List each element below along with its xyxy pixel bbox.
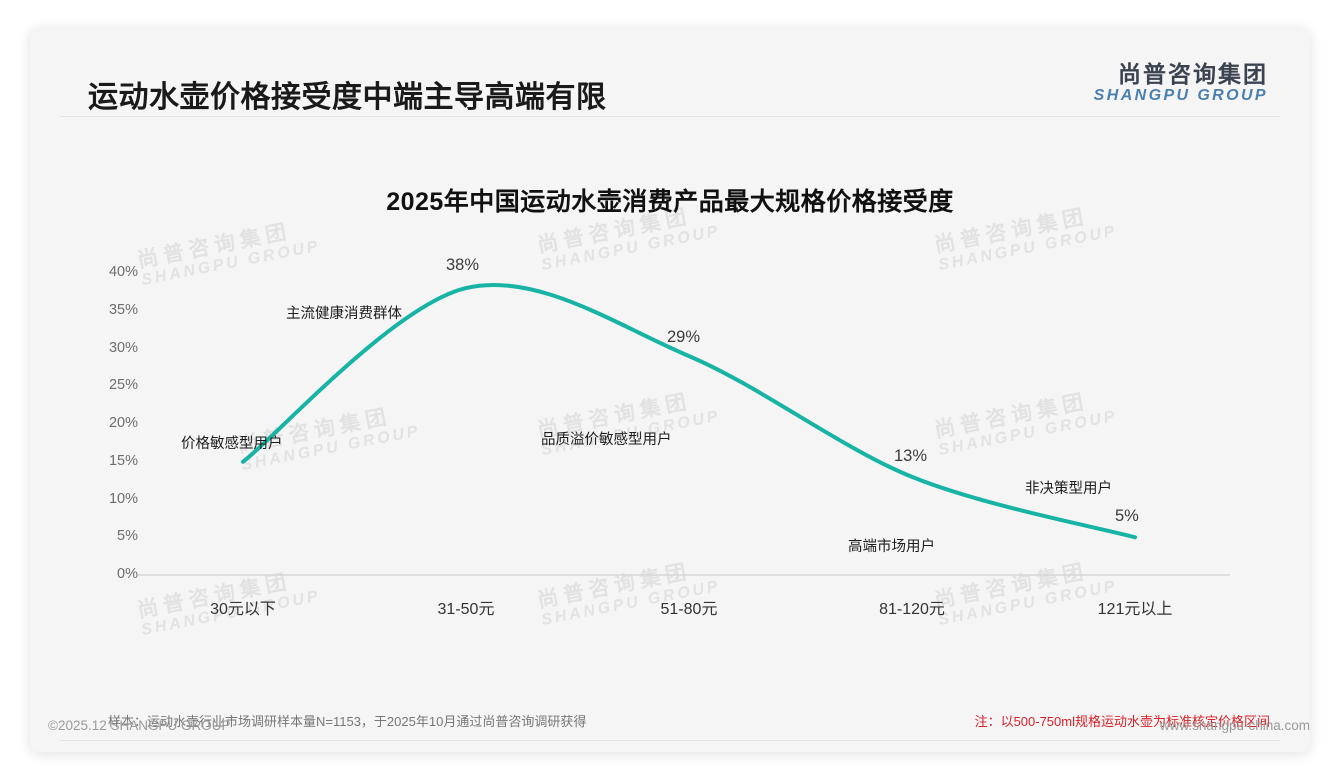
copyright-text: ©2025.12 SHANGPU GROUP <box>48 718 231 733</box>
brand-name-en: SHANGPU GROUP <box>1093 87 1268 105</box>
data-label: 13% <box>894 446 928 465</box>
x-axis-tick: 121元以上 <box>1097 601 1173 618</box>
brand-logo: 尚普咨询集团 SHANGPU GROUP <box>1094 62 1268 105</box>
point-annotation: 品质溢价敏感型用户 <box>541 432 672 449</box>
red-note: 注：以500-750ml规格运动水壶为标准核定价格区间 <box>974 714 1270 729</box>
y-axis-tick: 0% <box>117 566 138 582</box>
y-axis-tick: 40% <box>108 264 138 280</box>
website-link[interactable]: www.shangpu-china.com <box>1159 718 1310 733</box>
y-axis-tick: 10% <box>108 490 138 507</box>
y-axis-tick: 20% <box>108 415 138 431</box>
content-card: 尚普咨询集团 SHANGPU GROUP 尚普咨询集团 SHANGPU GROU… <box>30 28 1310 752</box>
x-axis-tick: 30元以下 <box>210 601 276 618</box>
series-line <box>241 282 1137 540</box>
data-label: 29% <box>667 328 701 347</box>
chart-plot-area: 0% 5% 10% 15% 20% 25% 30% 35% 40% 30元以下 31-50元 51-8… <box>30 28 1310 752</box>
point-annotation: 主流健康消费群体 <box>286 306 402 323</box>
point-annotation: 高端市场用户 <box>848 538 935 555</box>
y-axis-tick: 25% <box>108 377 138 394</box>
data-label: 5% <box>1115 507 1139 526</box>
x-axis-tick: 81-120元 <box>879 601 945 618</box>
point-annotation: 非决策型用户 <box>1025 481 1112 498</box>
point-annotation: 价格敏感型用户 <box>181 435 283 452</box>
page-title: 运动水壶价格接受度中端主导高端有限 <box>88 81 607 114</box>
x-axis-tick: 51-80元 <box>660 601 718 618</box>
y-axis-tick: 30% <box>108 339 138 356</box>
data-label: 38% <box>446 256 480 275</box>
y-axis-tick: 35% <box>108 301 138 318</box>
header: 运动水壶价格接受度中端主导高端有限 尚普咨询集团 SHANGPU GROUP <box>30 28 1310 116</box>
y-axis-tick: 5% <box>117 528 138 545</box>
brand-name-cn: 尚普咨询集团 <box>1118 61 1268 87</box>
footer-divider <box>60 740 1280 741</box>
sample-note: 样本：运动水壶行业市场调研样本量N=1153，于2025年10月通过尚普咨询调研… <box>108 714 587 729</box>
x-axis-tick: 31-50元 <box>437 601 495 618</box>
y-axis-tick: 15% <box>108 452 138 469</box>
header-divider <box>60 116 1280 117</box>
chart-svg <box>138 282 1230 576</box>
chart-title: 2025年中国运动水壶消费产品最大规格价格接受度 <box>386 188 954 216</box>
